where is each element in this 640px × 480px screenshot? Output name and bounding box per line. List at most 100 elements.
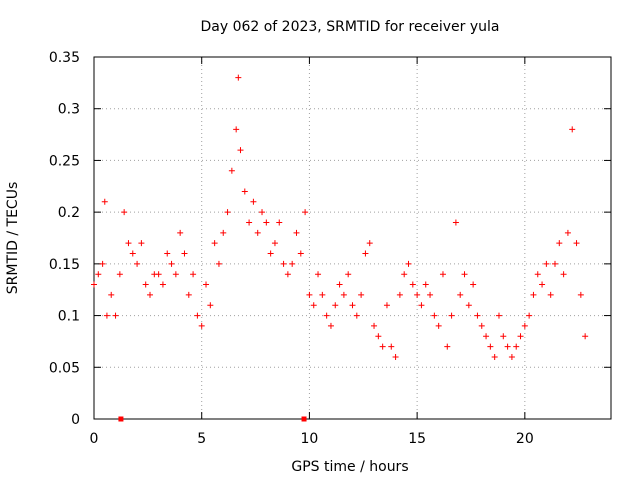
data-point — [215, 260, 222, 267]
data-point — [556, 240, 563, 247]
data-point — [534, 271, 541, 278]
data-point — [250, 198, 257, 205]
data-point — [379, 343, 386, 350]
data-point — [569, 126, 576, 133]
data-point — [487, 343, 494, 350]
data-point — [349, 302, 356, 309]
data-point — [263, 219, 270, 226]
data-point — [271, 240, 278, 247]
data-point — [526, 312, 533, 319]
data-point — [435, 322, 442, 329]
data-point — [530, 291, 537, 298]
data-point — [448, 312, 455, 319]
data-point — [392, 353, 399, 360]
data-point — [504, 343, 511, 350]
data-point — [340, 291, 347, 298]
data-point — [246, 219, 253, 226]
data-point — [327, 322, 334, 329]
data-point — [220, 229, 227, 236]
data-point — [172, 271, 179, 278]
data-point — [315, 271, 322, 278]
y-tick-label: 0.05 — [49, 360, 80, 376]
data-point — [235, 74, 242, 81]
gap-marker — [301, 416, 307, 422]
data-point — [280, 260, 287, 267]
data-point — [99, 260, 106, 267]
data-point — [198, 322, 205, 329]
data-point — [371, 322, 378, 329]
data-point — [353, 312, 360, 319]
data-point — [491, 353, 498, 360]
data-point — [452, 219, 459, 226]
gap-markers — [118, 416, 307, 422]
data-point — [457, 291, 464, 298]
data-point — [332, 302, 339, 309]
y-tick-label: 0 — [71, 412, 80, 428]
data-point — [495, 312, 502, 319]
data-point — [254, 229, 261, 236]
data-point — [310, 302, 317, 309]
data-point — [284, 271, 291, 278]
data-point — [103, 312, 110, 319]
data-point — [125, 240, 132, 247]
data-point — [582, 333, 589, 340]
data-point — [547, 291, 554, 298]
data-point — [112, 312, 119, 319]
data-point — [405, 260, 412, 267]
data-point — [101, 198, 108, 205]
data-point — [478, 322, 485, 329]
data-point — [142, 281, 149, 288]
x-tick-label: 5 — [197, 431, 206, 447]
data-point — [474, 312, 481, 319]
data-point — [147, 291, 154, 298]
data-point — [513, 343, 520, 350]
data-point — [224, 209, 231, 216]
data-point — [319, 291, 326, 298]
data-point — [444, 343, 451, 350]
data-point — [293, 229, 300, 236]
data-point — [323, 312, 330, 319]
data-point — [129, 250, 136, 257]
gap-marker — [118, 416, 124, 422]
data-point — [418, 302, 425, 309]
data-point — [461, 271, 468, 278]
data-point — [259, 209, 266, 216]
y-tick-label: 0.3 — [58, 102, 80, 118]
data-point — [551, 260, 558, 267]
data-point — [564, 229, 571, 236]
data-point — [427, 291, 434, 298]
data-point — [401, 271, 408, 278]
data-point — [336, 281, 343, 288]
data-point — [185, 291, 192, 298]
y-tick-label: 0.2 — [58, 205, 80, 221]
data-point — [396, 291, 403, 298]
data-point — [439, 271, 446, 278]
data-point — [134, 260, 141, 267]
data-point — [237, 147, 244, 154]
data-point — [483, 333, 490, 340]
data-point — [465, 302, 472, 309]
data-point — [375, 333, 382, 340]
data-point — [388, 343, 395, 350]
data-point — [211, 240, 218, 247]
data-point — [267, 250, 274, 257]
data-point — [500, 333, 507, 340]
data-point — [116, 271, 123, 278]
data-point — [577, 291, 584, 298]
data-point — [108, 291, 115, 298]
y-axis-label: SRMTID / TECUs — [5, 182, 21, 295]
data-point — [470, 281, 477, 288]
x-tick-label: 20 — [516, 431, 534, 447]
data-point — [168, 260, 175, 267]
y-tick-label: 0.15 — [49, 257, 80, 273]
data-point — [181, 250, 188, 257]
data-point — [345, 271, 352, 278]
data-point — [155, 271, 162, 278]
data-point — [409, 281, 416, 288]
x-axis-label: GPS time / hours — [291, 459, 408, 475]
data-point — [422, 281, 429, 288]
data-point — [560, 271, 567, 278]
data-point — [362, 250, 369, 257]
data-point — [517, 333, 524, 340]
